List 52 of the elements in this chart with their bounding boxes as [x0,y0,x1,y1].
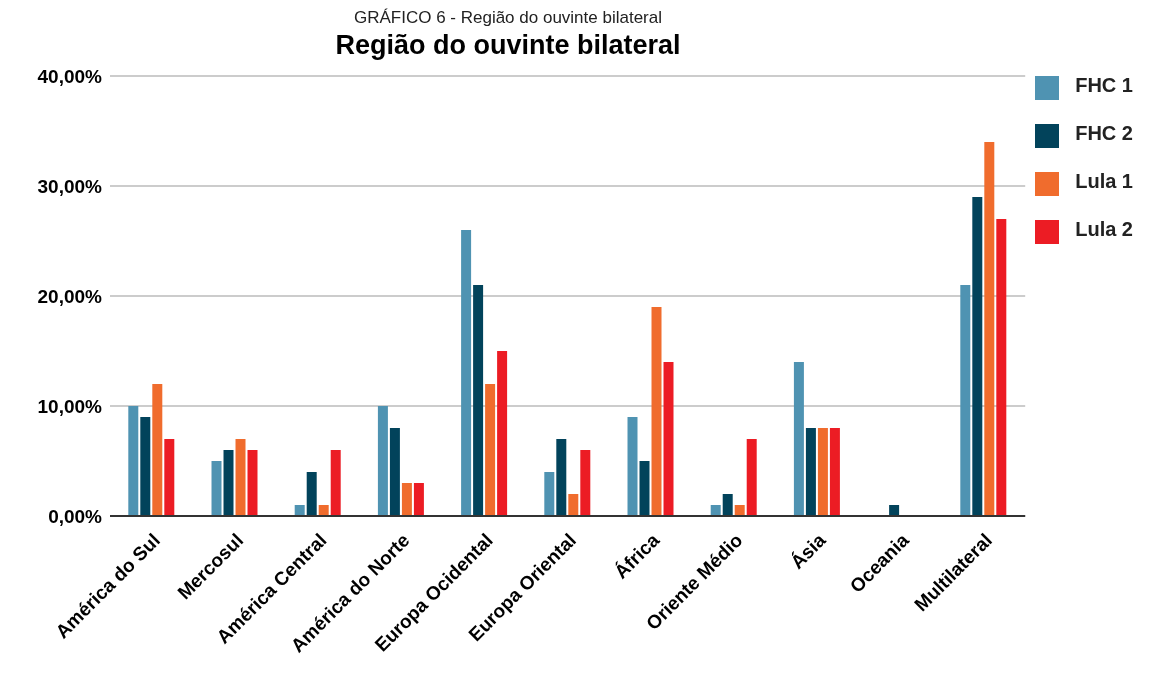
bar [401,483,412,516]
bar [663,362,674,516]
bar [294,505,305,516]
legend-label: Lula 2 [1075,218,1133,240]
y-tick-label: 10,00% [37,395,103,417]
bar [793,362,804,516]
bar [152,384,163,516]
bar [889,505,900,516]
bar [473,285,484,516]
y-tick-label: 0,00% [48,505,103,527]
bar [211,461,222,516]
bar [544,472,555,516]
text: GRÁFICO 6 - Região do ouvinte bilateral [352,8,663,28]
legend-label: Lula 1 [1075,170,1133,192]
bar [639,461,650,516]
bar [497,351,508,516]
bar [984,142,995,516]
y-tick-label: 20,00% [37,285,103,307]
bar [829,428,840,516]
bar [164,439,175,516]
legend-label: FHC 1 [1075,74,1133,96]
bar [996,219,1007,516]
bar [805,428,816,516]
bar [817,428,828,516]
bar [330,450,341,516]
bar [318,505,329,516]
bar [627,417,638,516]
bar [377,406,388,516]
bar [568,494,579,516]
bar [413,483,424,516]
bar [960,285,971,516]
bar [580,450,591,516]
y-tick-label: 30,00% [37,175,103,197]
bar [247,450,258,516]
bar [223,450,234,516]
bar [972,197,983,516]
bar [389,428,400,516]
bar [722,494,733,516]
legend-label: FHC 2 [1075,122,1133,144]
bar [461,230,472,516]
chart-title: Região do ouvinte bilateral [334,29,682,62]
bar [235,439,246,516]
bar [140,417,151,516]
bar [128,406,139,516]
bar [556,439,567,516]
bar [746,439,757,516]
bar [651,307,662,516]
y-tick-label: 40,00% [37,65,103,87]
bar [485,384,496,516]
bar [734,505,745,516]
bar [306,472,317,516]
bar [710,505,721,516]
